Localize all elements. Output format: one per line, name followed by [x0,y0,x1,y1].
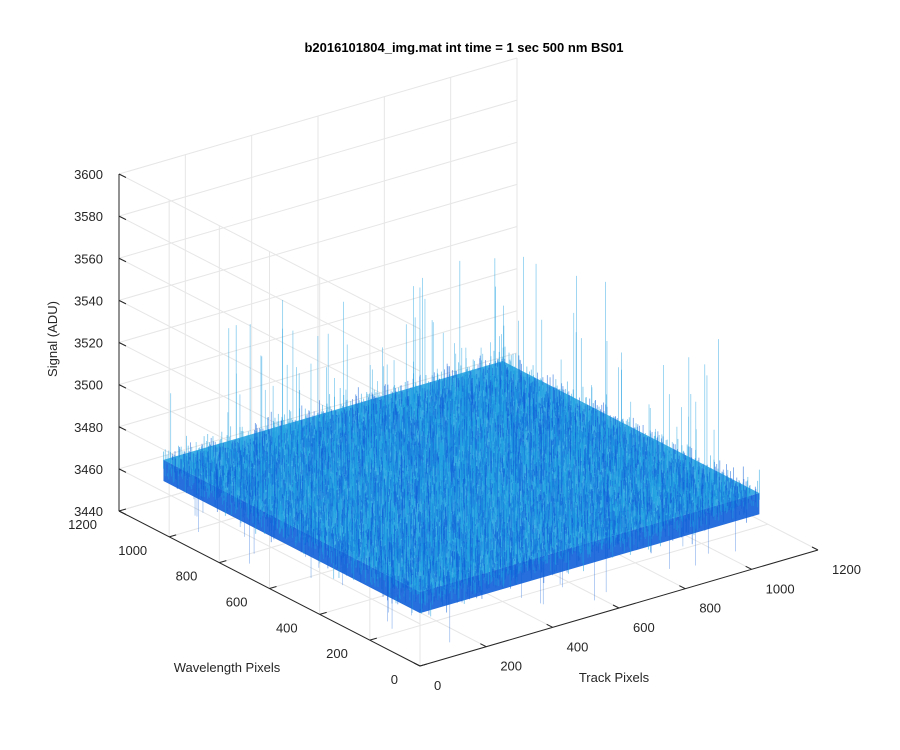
surface-edge [163,459,421,614]
signal-surface [163,256,760,643]
gridline [118,99,518,217]
gridline [118,57,518,175]
gridline [118,173,421,330]
gridline [118,141,518,259]
gridline [369,523,768,641]
gridline [118,468,421,625]
gridline [118,183,518,301]
gridline [118,226,518,343]
gridline [118,257,421,414]
chart-title: b2016101804_img.mat int time = 1 sec 500… [304,40,623,55]
gridline [118,268,518,386]
gridline [118,215,421,372]
